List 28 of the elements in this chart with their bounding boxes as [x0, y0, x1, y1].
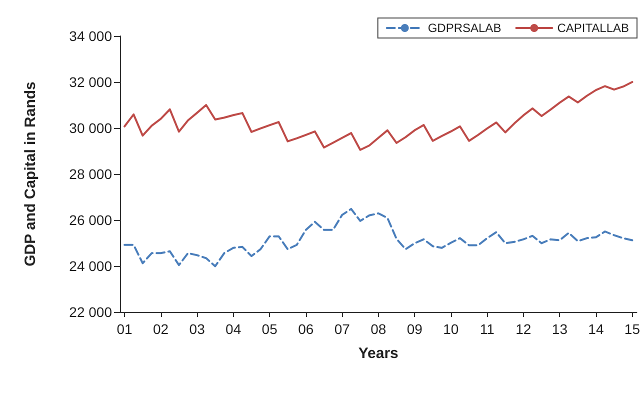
y-tick-label: 34 000	[69, 28, 112, 44]
x-tick-label: 14	[588, 321, 604, 337]
x-tick-label: 02	[153, 321, 169, 337]
x-tick-label: 11	[480, 321, 495, 337]
x-tick-label: 15	[624, 321, 640, 337]
x-tick-label: 06	[298, 321, 314, 337]
line-series	[124, 81, 634, 151]
y-tick-label: 28 000	[69, 166, 112, 182]
y-tick-label: 32 000	[69, 74, 112, 90]
x-tick-label: 13	[552, 321, 568, 337]
x-tick-label: 04	[226, 321, 242, 337]
x-tick-label: 05	[262, 321, 278, 337]
x-tick-label: 08	[370, 321, 386, 337]
x-tick-label: 01	[116, 321, 133, 337]
x-tick-label: 10	[443, 321, 459, 337]
y-axis-title: GDP and Capital in Rands	[22, 82, 39, 266]
x-axis-title: Years	[358, 345, 398, 362]
y-tick-label: 30 000	[69, 120, 112, 136]
legend-label: CAPITALLAB	[557, 21, 630, 35]
y-tick-label: 24 000	[69, 258, 112, 274]
x-tick-label: 07	[334, 321, 350, 337]
x-tick-label: 03	[189, 321, 206, 337]
line-series	[124, 208, 634, 268]
x-tick-label: 12	[516, 321, 532, 337]
y-tick-label: 26 000	[69, 212, 112, 228]
legend-label: GDPRSALAB	[428, 21, 502, 35]
x-tick-label: 09	[406, 321, 423, 337]
y-tick-label: 22 000	[69, 304, 112, 320]
